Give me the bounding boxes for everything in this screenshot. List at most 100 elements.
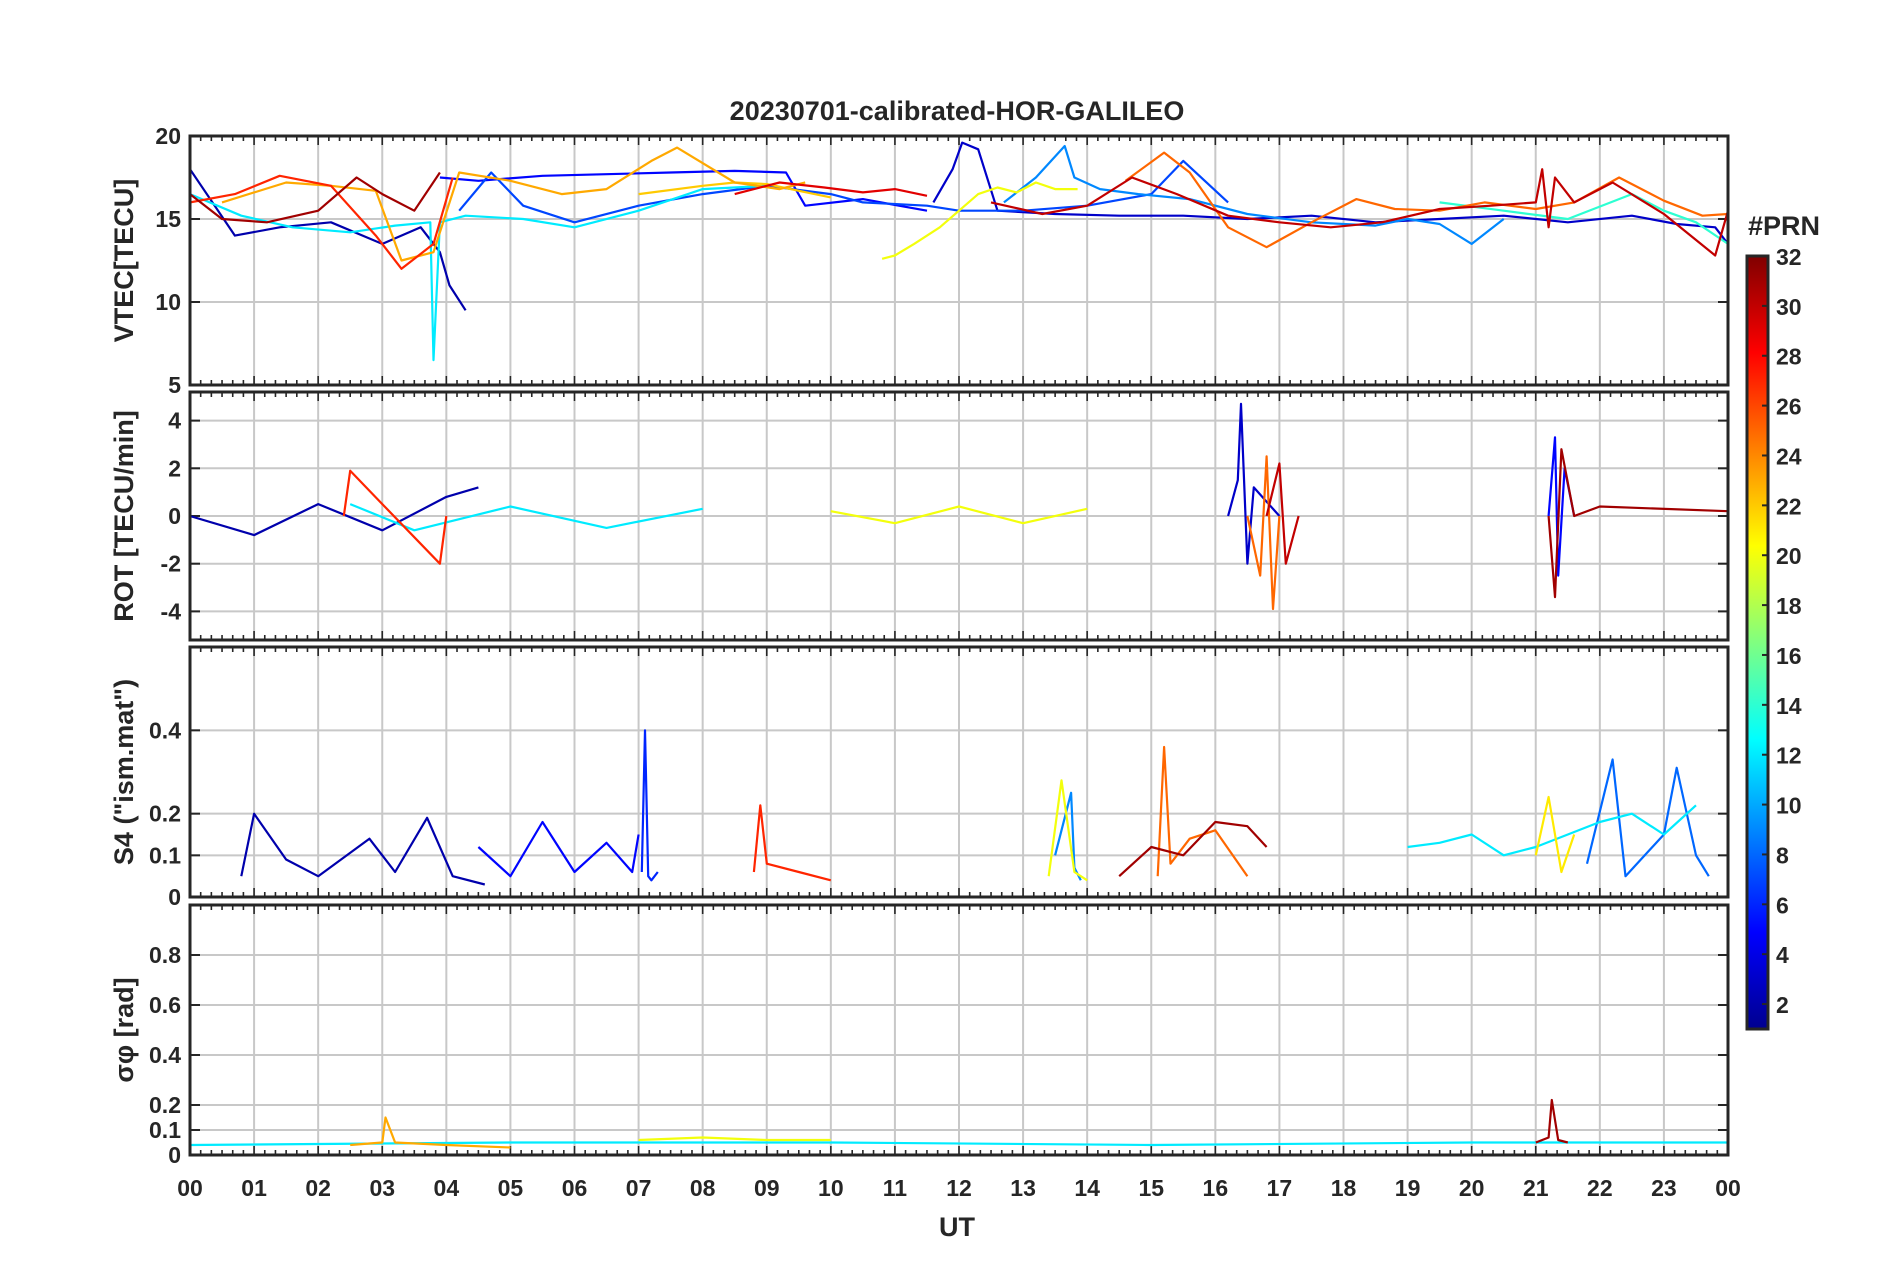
colorbar — [1745, 254, 1770, 1031]
x-tick-label: 15 — [1138, 1175, 1164, 1201]
x-tick-label: 08 — [690, 1175, 716, 1201]
series-line-prn-12 — [190, 184, 767, 362]
panel-3: 0.4 0.2 0.1 0 S4 ("ism.mat") — [109, 645, 1730, 910]
y-tick-label: 0.1 — [149, 1117, 181, 1143]
panel-frame — [188, 903, 1730, 1157]
y-tick-label: 0.2 — [149, 801, 181, 827]
x-tick-label: 13 — [1010, 1175, 1036, 1201]
panel-frame — [188, 134, 1730, 387]
series-line-prn-21 — [1534, 795, 1576, 874]
x-tick-label: 00 — [177, 1175, 203, 1201]
y-tick-label: -2 — [161, 551, 181, 577]
y-tick-label: 0.6 — [149, 992, 181, 1018]
series-group — [190, 141, 1728, 362]
colorbar-tick-label: 32 — [1776, 244, 1802, 270]
series-line-prn-29 — [734, 181, 928, 197]
y-tick-label: 15 — [155, 206, 181, 232]
series-line-prn-25 — [1124, 151, 1728, 249]
series-line-prn-2 — [190, 486, 479, 537]
series-line-prn-31 — [1535, 1098, 1569, 1144]
colorbar-tick-label: 28 — [1776, 344, 1802, 370]
x-tick-label: 11 — [883, 1175, 908, 1201]
colorbar-tick-label: 22 — [1776, 493, 1802, 519]
y-tick-label: 20 — [155, 123, 181, 149]
panel-4: 0.8 0.6 0.4 0.20.10 σφ [rad] — [109, 903, 1730, 1168]
y-tick-label: 0.2 — [149, 1092, 181, 1118]
colorbar-tick-label: 6 — [1776, 892, 1789, 918]
chart-title: 20230701-calibrated-HOR-GALILEO — [730, 96, 1185, 126]
colorbar-tick-label: 12 — [1776, 743, 1802, 769]
y-axis-label: ROT [TECU/min] — [109, 410, 139, 621]
y-tick-label: 10 — [155, 289, 181, 315]
colorbar-tick-label: 8 — [1776, 842, 1789, 868]
series-line-prn-9 — [1003, 144, 1505, 245]
x-tick-label: 23 — [1651, 1175, 1677, 1201]
y-axis-label: S4 ("ism.mat") — [109, 679, 139, 865]
colorbar-tick-label: 18 — [1776, 593, 1802, 619]
panel-frame — [188, 645, 1730, 899]
x-tick-label: 22 — [1587, 1175, 1613, 1201]
series-line-prn-12 — [349, 503, 703, 532]
colorbar-tick-label: 10 — [1776, 793, 1802, 819]
y-tick-label: 2 — [168, 455, 181, 481]
colorbar-label: #PRN — [1748, 211, 1820, 241]
x-tick-label: 12 — [946, 1175, 972, 1201]
series-group — [240, 729, 1710, 886]
y-tick-label: 4 — [168, 408, 181, 434]
y-tick-label: 0.4 — [149, 1042, 181, 1068]
colorbar-ticks: 32 30 28 26 24 22 20 18 16 14 12 10 8 6 4 2 — [1762, 244, 1802, 1018]
series-line-prn-5 — [477, 820, 640, 878]
series-group — [190, 402, 1728, 611]
x-tick-label: 04 — [434, 1175, 460, 1201]
colorbar-tick-label: 16 — [1776, 643, 1802, 669]
colorbar-tick-label: 20 — [1776, 543, 1802, 569]
x-tick-label: 07 — [626, 1175, 652, 1201]
series-line-prn-12 — [1407, 804, 1697, 857]
series-line-prn-22 — [638, 181, 832, 199]
series-line-prn-30 — [1265, 462, 1300, 565]
series-line-prn-25 — [1156, 745, 1249, 877]
y-tick-label: 0.8 — [149, 942, 181, 968]
x-tick-label: 10 — [818, 1175, 844, 1201]
y-tick-label: 0.4 — [149, 717, 181, 743]
x-tick-label: 06 — [562, 1175, 588, 1201]
x-tick-label: 02 — [305, 1175, 331, 1201]
x-tick-label: 01 — [241, 1175, 267, 1201]
x-axis-label: UT — [939, 1212, 975, 1242]
series-line-prn-27 — [190, 174, 454, 270]
x-tick-labels: 00 01 02 03 04 05 06 07 08 09 10 11 12 13 14 15 16 17 18 19… — [177, 1175, 1741, 1201]
colorbar-tick-label: 4 — [1776, 942, 1789, 968]
y-axis-label: VTEC[TECU] — [109, 179, 139, 343]
panel-1: 20 15 10 5 VTEC[TECU] — [109, 123, 1730, 398]
x-tick-label: 05 — [498, 1175, 524, 1201]
x-tick-label: 00 — [1715, 1175, 1741, 1201]
series-line-prn-5 — [439, 169, 928, 212]
x-tick-label: 18 — [1331, 1175, 1357, 1201]
series-line-prn-20 — [830, 505, 1088, 525]
series-line-prn-31 — [190, 171, 441, 224]
series-line-prn-6 — [640, 729, 659, 882]
series-line-prn-30 — [990, 168, 1728, 257]
series-line-prn-27 — [752, 804, 832, 882]
series-line-prn-20 — [1047, 779, 1088, 882]
y-tick-label: 0 — [168, 1142, 181, 1168]
y-axis-label: σφ [rad] — [109, 977, 139, 1082]
y-tick-label: -4 — [161, 598, 182, 624]
colorbar-tick-label: 30 — [1776, 294, 1802, 320]
panel-2: 4 2 0 -2 -4 ROT [TECU/min] — [109, 390, 1730, 642]
x-tick-label: 20 — [1459, 1175, 1485, 1201]
x-tick-label: 16 — [1203, 1175, 1229, 1201]
x-tick-label: 03 — [369, 1175, 395, 1201]
series-line-prn-3 — [1227, 402, 1281, 565]
series-line-prn-27 — [342, 469, 448, 565]
x-tick-label: 17 — [1267, 1175, 1293, 1201]
series-line-prn-2 — [240, 812, 486, 886]
y-tick-label: 0 — [168, 503, 181, 529]
series-line-prn-23 — [350, 1116, 511, 1149]
y-tick-label: 0.1 — [149, 842, 181, 868]
series-group — [190, 1098, 1728, 1149]
x-tick-label: 19 — [1395, 1175, 1421, 1201]
series-line-prn-12 — [190, 1141, 1728, 1147]
